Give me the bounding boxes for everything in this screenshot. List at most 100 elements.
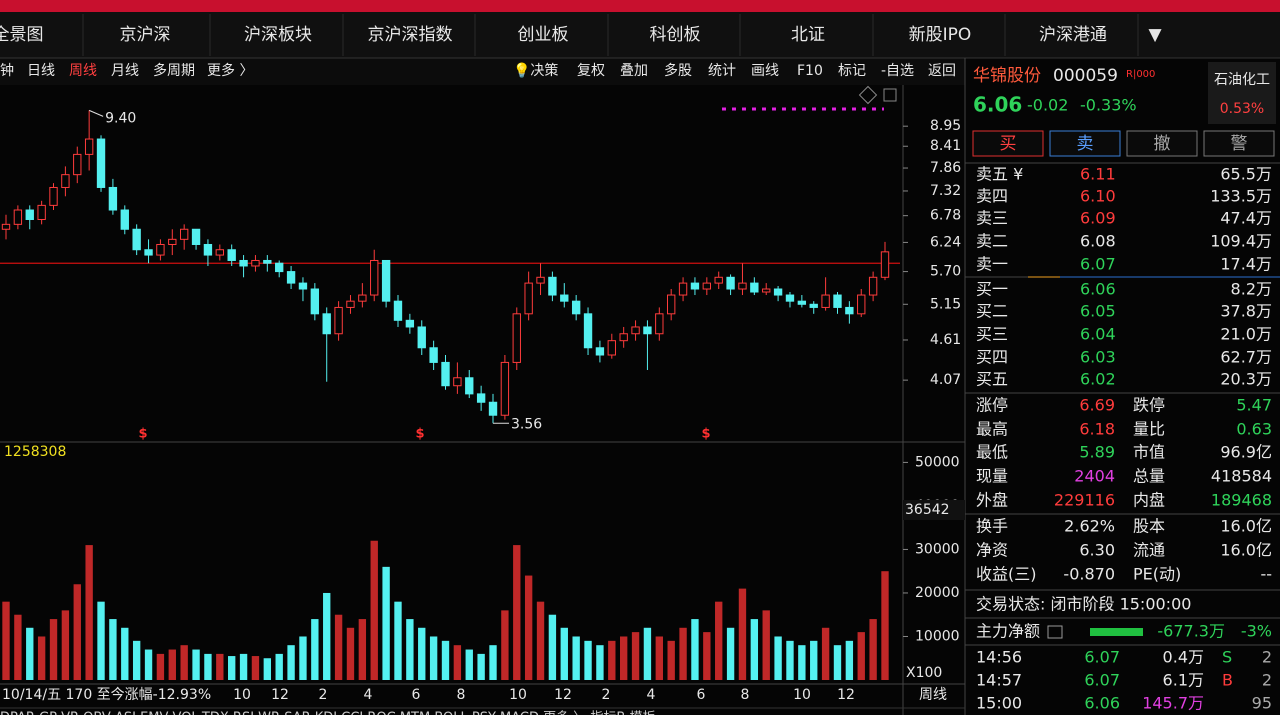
volume-bar xyxy=(833,645,842,680)
tick-time: 15:00 xyxy=(976,694,1022,713)
y-tick-label: 30000 xyxy=(915,541,960,557)
candle-body xyxy=(251,259,260,267)
volume-bar xyxy=(358,619,367,680)
y-tick-label: 4.61 xyxy=(930,332,961,348)
x-tick-label: 8 xyxy=(457,687,466,703)
tool-button[interactable]: 画线 xyxy=(751,63,779,79)
nav-tab[interactable]: 北证 xyxy=(791,25,825,45)
candle-body xyxy=(524,282,533,315)
toolbar xyxy=(0,58,965,85)
nav-tab[interactable]: ▼ xyxy=(1148,25,1162,45)
order-label: 买一 xyxy=(976,280,1008,299)
volume-bar xyxy=(168,649,176,680)
stat-value: 0.63 xyxy=(1236,420,1272,439)
y-tick-label: 5.70 xyxy=(930,264,961,280)
nav-tab[interactable]: 京沪深 xyxy=(120,25,171,45)
nav-tab[interactable]: 科创板 xyxy=(650,25,701,45)
period-tab[interactable]: 周线 xyxy=(69,63,97,79)
sector-pct: 0.53% xyxy=(1220,101,1264,117)
volume-bar xyxy=(548,614,557,680)
trade-button-label[interactable]: 警 xyxy=(1231,134,1248,154)
volume-bar xyxy=(109,619,117,680)
candle-body xyxy=(465,377,474,395)
trade-button[interactable] xyxy=(1126,130,1198,157)
trade-button[interactable] xyxy=(1049,130,1121,157)
tool-button[interactable]: 标记 xyxy=(838,63,866,79)
tick-volume: 6.1万 xyxy=(1163,671,1204,690)
order-label: 卖四 xyxy=(976,187,1008,206)
candle-body xyxy=(73,153,82,176)
tick-count: 2 xyxy=(1262,671,1272,690)
candle-body xyxy=(144,249,153,256)
volume-bar xyxy=(715,601,723,680)
stat-value: 2.62% xyxy=(1064,517,1115,536)
volume-bar xyxy=(501,610,509,680)
order-price: 6.02 xyxy=(1080,370,1116,389)
stat-value: 189468 xyxy=(1211,491,1272,510)
trade-button-label[interactable]: 买 xyxy=(1000,134,1017,154)
candle-body xyxy=(358,294,367,302)
volume-bar xyxy=(370,540,378,680)
tool-button[interactable]: 返回 xyxy=(928,63,956,79)
trade-button-label[interactable]: 撤 xyxy=(1154,134,1171,154)
icon[interactable] xyxy=(883,88,897,102)
nav-tab[interactable]: 沪深港通 xyxy=(1039,25,1107,45)
tool-button[interactable]: F10 xyxy=(797,63,823,79)
stat-label: 现量 xyxy=(976,467,1008,486)
candle-body xyxy=(607,340,616,356)
period-tab[interactable]: 钟 xyxy=(0,62,14,79)
volume-bar xyxy=(524,575,533,680)
candle-body xyxy=(738,282,747,290)
candle-body xyxy=(845,306,854,315)
nav-tab[interactable]: 新股IPO xyxy=(909,25,972,45)
trade-button-label[interactable]: 卖 xyxy=(1077,134,1094,154)
stat-value: 5.89 xyxy=(1079,443,1115,462)
stat-label: 量比 xyxy=(1133,420,1165,439)
candle-body xyxy=(476,393,486,403)
period-tab[interactable]: 更多 〉 xyxy=(207,62,253,79)
candle-body xyxy=(512,313,521,363)
tool-button[interactable]: 💡决策 xyxy=(513,62,558,79)
order-volume: 133.5万 xyxy=(1210,187,1272,206)
candle-body xyxy=(61,174,70,188)
tool-button[interactable]: 统计 xyxy=(708,63,736,79)
period-tab[interactable]: 多周期 xyxy=(153,62,195,79)
candle-body xyxy=(797,300,807,305)
sector-box xyxy=(1208,62,1276,124)
period-tab[interactable]: 日线 xyxy=(27,63,55,79)
volume-bar xyxy=(619,636,628,680)
x-tick-label: 4 xyxy=(647,687,656,703)
sector-name: 石油化工 xyxy=(1214,72,1270,88)
volume-bar xyxy=(560,627,568,680)
nav-tab[interactable]: 沪深板块 xyxy=(244,25,312,45)
candle-body xyxy=(286,271,296,284)
volume-bar xyxy=(441,640,450,680)
tool-button[interactable]: 复权 xyxy=(577,62,605,79)
nav-tab[interactable]: 全景图 xyxy=(0,25,44,45)
flow-pct: -3% xyxy=(1241,622,1272,641)
y-tick-label: 10000 xyxy=(915,628,960,644)
stat-value: 16.0亿 xyxy=(1220,541,1272,560)
nav-tab[interactable]: 京沪深指数 xyxy=(368,25,453,45)
x-tick-label: 10 xyxy=(233,687,251,703)
volume-bar xyxy=(49,619,58,680)
tool-button[interactable]: -自选 xyxy=(881,63,914,79)
x-tick-label: 8 xyxy=(741,687,750,703)
tool-button[interactable]: 叠加 xyxy=(620,63,648,79)
icon[interactable] xyxy=(858,85,878,105)
trade-button[interactable] xyxy=(1203,130,1275,157)
period-tab[interactable]: 月线 xyxy=(111,63,139,79)
candle-body xyxy=(560,294,569,302)
tool-button[interactable]: 多股 xyxy=(664,62,692,79)
nav-tab[interactable]: 创业板 xyxy=(518,25,569,45)
order-volume: 47.4万 xyxy=(1220,209,1272,228)
trade-button[interactable] xyxy=(972,130,1044,157)
candle-body xyxy=(785,294,795,302)
y-tick-label: 20000 xyxy=(915,585,960,601)
volume-bar xyxy=(2,601,10,680)
candle-body xyxy=(13,209,23,225)
order-price: 6.04 xyxy=(1080,325,1116,344)
volume-bar xyxy=(346,627,355,680)
volume-bar xyxy=(845,640,854,680)
